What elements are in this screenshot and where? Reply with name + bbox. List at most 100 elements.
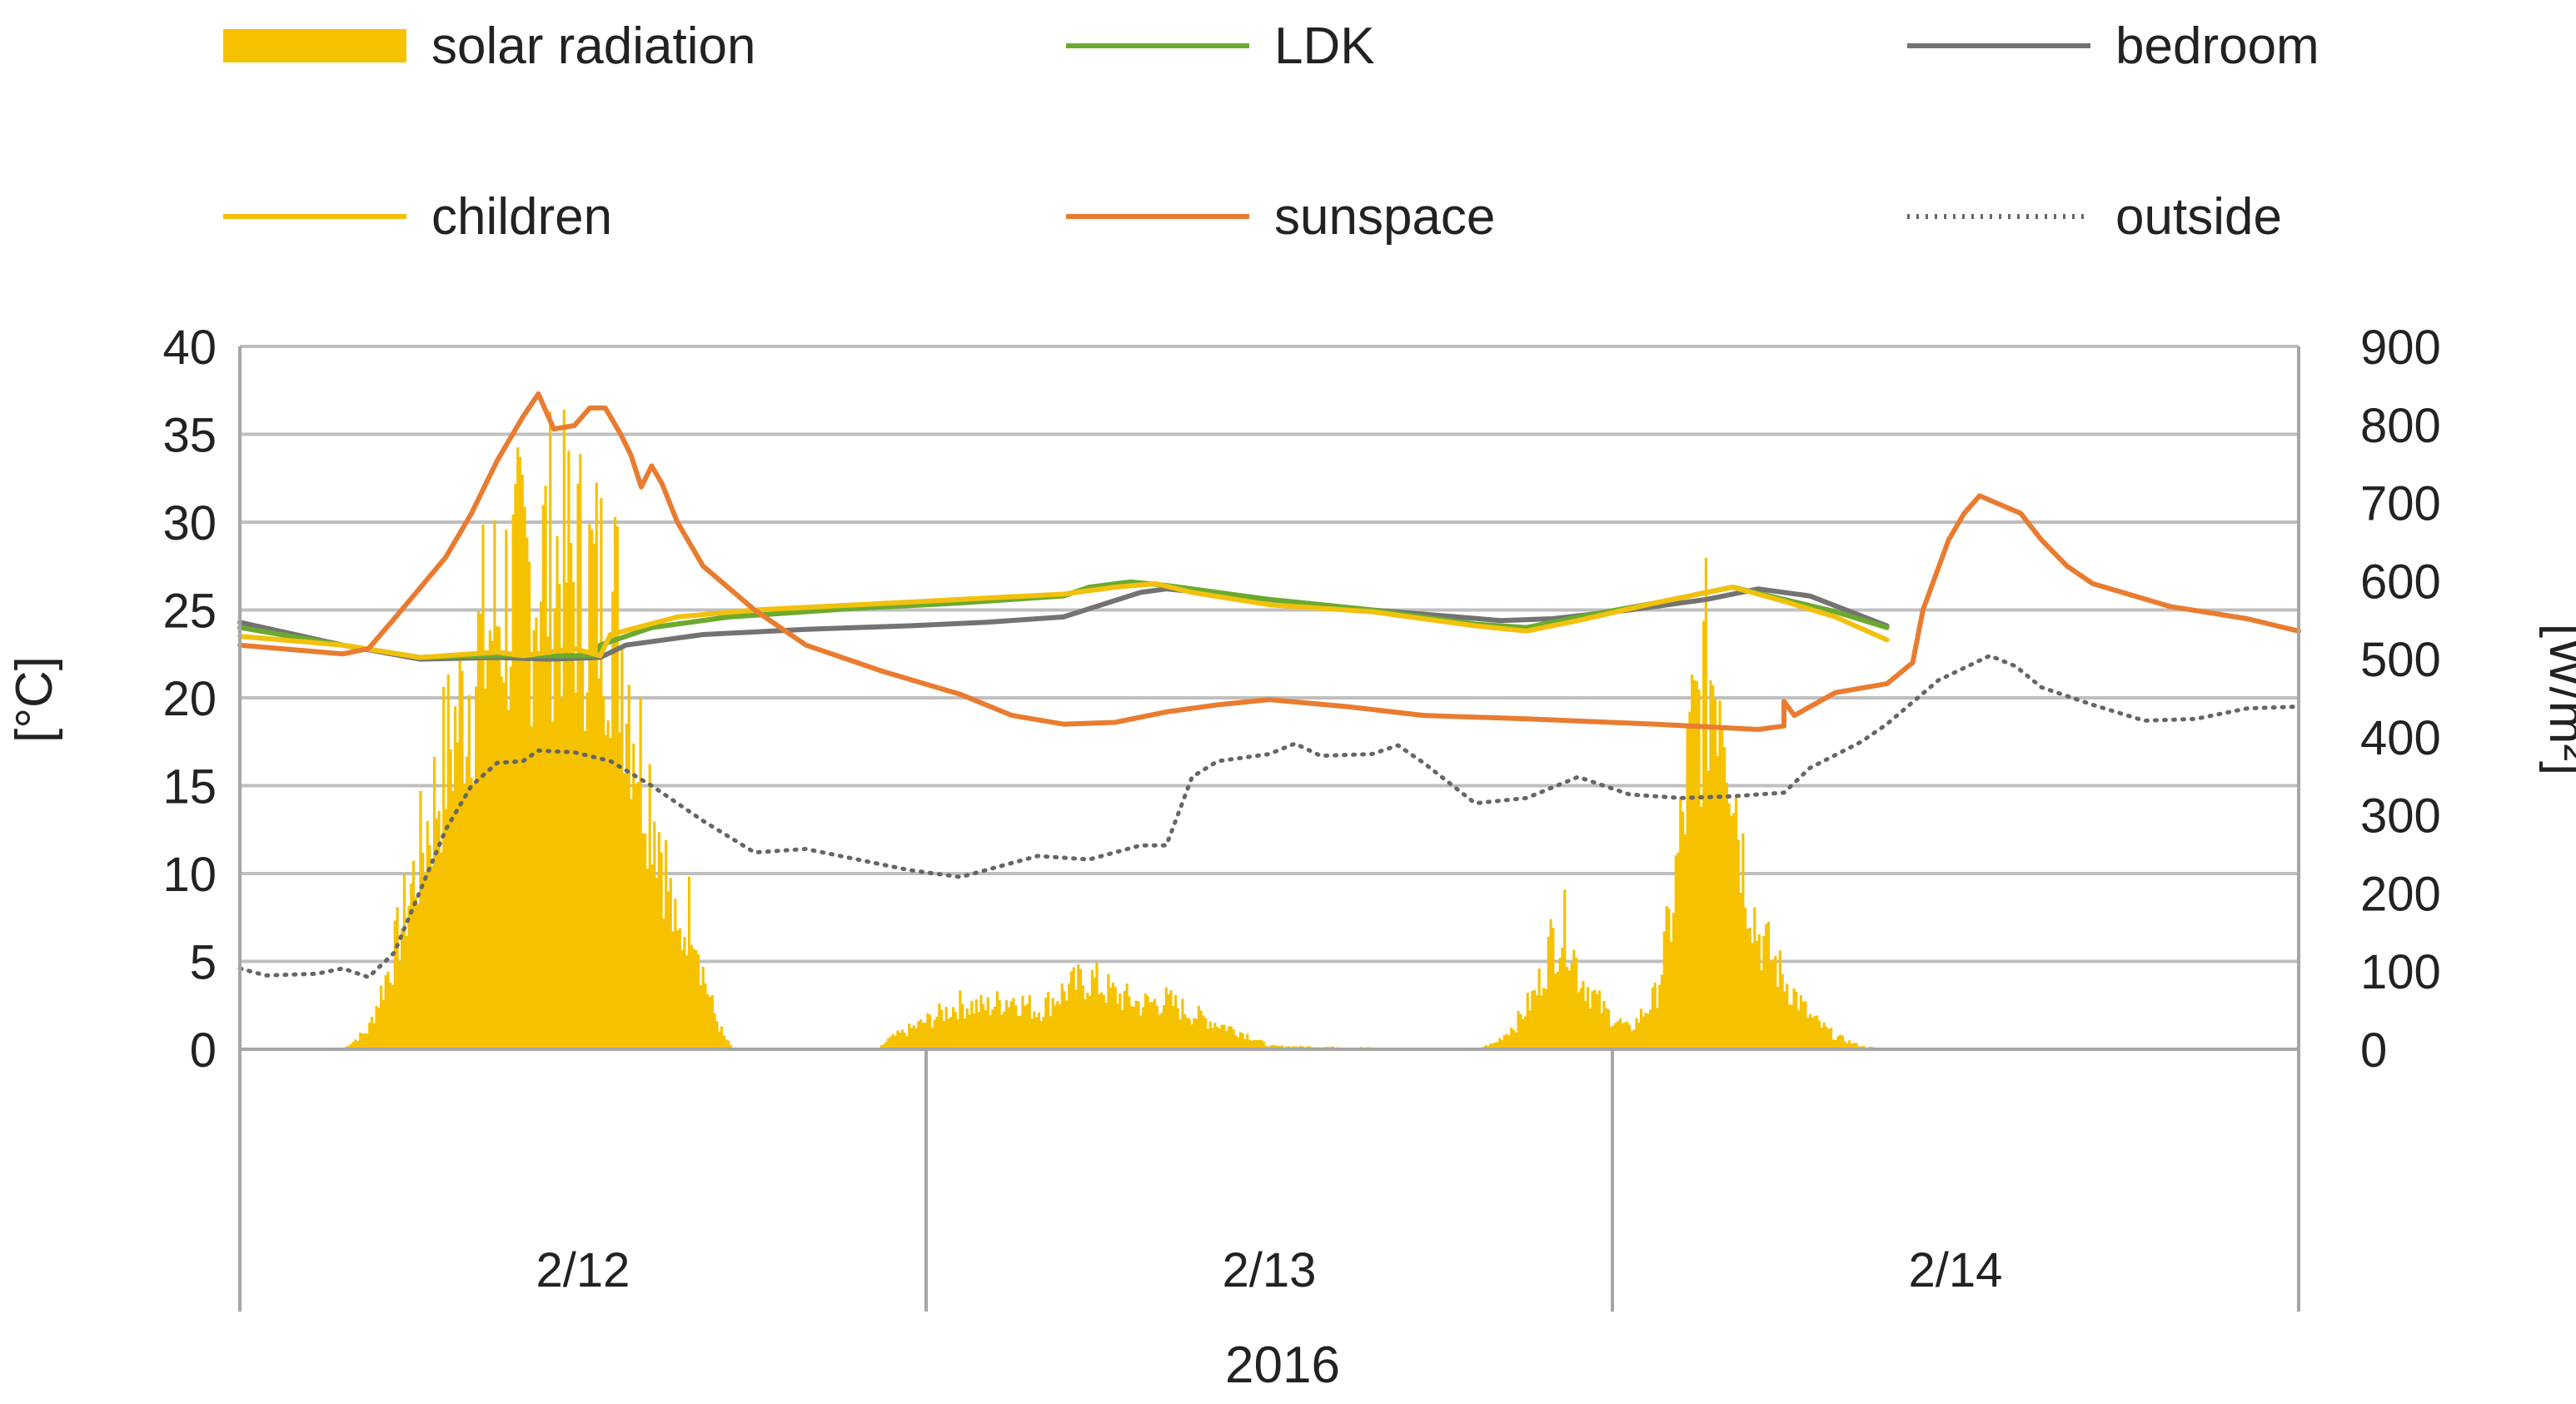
solar-bar [1744, 908, 1747, 1049]
legend-label: children [431, 188, 612, 246]
solar-bar [1255, 1040, 1258, 1049]
solar-bar [1213, 1023, 1217, 1049]
solar-bar [1776, 987, 1780, 1049]
solar-bar [722, 1035, 725, 1049]
solar-bar [1855, 1043, 1858, 1049]
y-tick-right-label: 400 [2360, 711, 2441, 765]
solar-bar [894, 1036, 897, 1049]
solar-bar [729, 1044, 733, 1049]
solar-bar [1227, 1026, 1231, 1049]
solar-bar [1128, 996, 1131, 1049]
solar-bar [1259, 1039, 1263, 1049]
solar-bar [1003, 1011, 1006, 1049]
solar-bar [1188, 1018, 1191, 1049]
solar-bar [428, 845, 431, 1049]
solar-bar [942, 1020, 946, 1049]
solar-bar [725, 1039, 728, 1049]
solar-bar [440, 852, 443, 1049]
solar-bar [1505, 1033, 1508, 1049]
solar-bar [1753, 907, 1756, 1049]
y-tick-left-label: 10 [162, 848, 217, 902]
solar-bar [1822, 1022, 1826, 1049]
solar-bar [1248, 1039, 1252, 1049]
solar-bar [1095, 963, 1099, 1049]
solar-bar [1491, 1043, 1495, 1049]
solar-bar [979, 995, 983, 1049]
solar-bar [669, 878, 672, 1049]
solar-bar [491, 640, 494, 1049]
solar-bar [1825, 1026, 1828, 1049]
solar-bar [1194, 1018, 1198, 1049]
solar-bar [516, 447, 520, 1049]
solar-bar [1827, 1028, 1831, 1049]
solar-bar [1498, 1038, 1502, 1049]
y-axis-right-label: [W/m²] [2539, 624, 2576, 776]
solar-bar [354, 1039, 357, 1049]
solar-bar [523, 506, 526, 1049]
y-tick-left-label: 40 [162, 321, 217, 375]
solar-bar [1787, 1004, 1791, 1049]
solar-bar [377, 1008, 381, 1049]
axes: 0510152025303540010020030040050060070080… [162, 321, 2441, 1312]
solar-bar [1024, 1005, 1027, 1049]
legend: solar radiation LDK bedroom children sunspac… [223, 17, 2319, 246]
solar-bar [708, 996, 712, 1049]
solar-bar [1153, 998, 1157, 1049]
solar-bar [1169, 990, 1173, 1049]
solar-bar [1766, 921, 1771, 1049]
legend-label: bedroom [2115, 17, 2319, 75]
solar-bar [1732, 813, 1736, 1049]
solar-bar [1554, 973, 1557, 1049]
solar-bar [514, 483, 517, 1049]
solar-bar [887, 1038, 890, 1049]
solar-bar [965, 1008, 969, 1049]
solar-bar [1544, 988, 1548, 1049]
series-line-children [237, 580, 1890, 660]
solar-bar [1253, 1039, 1256, 1049]
solar-bar [1526, 993, 1529, 1049]
solar-bar [909, 1028, 914, 1049]
solar-bar [1704, 557, 1707, 1049]
solar-bar [1049, 1016, 1052, 1049]
solar-bar [1556, 972, 1559, 1049]
solar-bar [1834, 1039, 1837, 1049]
solar-bar [1299, 1045, 1303, 1049]
solar-bar [1670, 942, 1673, 1049]
solar-bar [930, 1027, 934, 1049]
solar-bar [1262, 1041, 1265, 1049]
y-tick-left-label: 5 [190, 936, 217, 990]
solar-bar [1258, 1039, 1261, 1049]
y-axis-left-label: [°C] [6, 656, 63, 743]
solar-bar [465, 756, 469, 1049]
solar-bar [1164, 987, 1168, 1049]
solar-bar [1602, 1001, 1606, 1049]
solar-bar [1846, 1043, 1849, 1049]
solar-bar [1004, 1000, 1009, 1049]
solar-bar [690, 944, 693, 1049]
solar-bar [1572, 949, 1576, 1049]
solar-bar [560, 698, 564, 1049]
solar-bar [567, 451, 571, 1049]
legend-item-outside: outside [1907, 188, 2282, 246]
solar-bar [472, 784, 476, 1049]
solar-bar [437, 810, 441, 1049]
solar-bar [1051, 998, 1054, 1049]
solar-bar [727, 1040, 730, 1049]
solar-bar [704, 983, 707, 1049]
solar-bar [1522, 1018, 1525, 1049]
solar-bar [1771, 959, 1775, 1049]
solar-bar [905, 1036, 909, 1049]
solar-bar [1621, 1023, 1624, 1049]
solar-bar [1151, 1002, 1154, 1049]
solar-bar [609, 738, 612, 1049]
solar-bar [384, 975, 387, 1049]
solar-bar [1702, 620, 1706, 1049]
solar-bar [1852, 1043, 1856, 1049]
solar-bar [1707, 770, 1710, 1049]
solar-bar [680, 949, 684, 1049]
solar-bar [1692, 680, 1697, 1049]
solar-bar [1501, 1040, 1504, 1049]
solar-bar [1199, 1010, 1203, 1049]
solar-bar [423, 874, 427, 1049]
solar-bar [1030, 1018, 1034, 1049]
